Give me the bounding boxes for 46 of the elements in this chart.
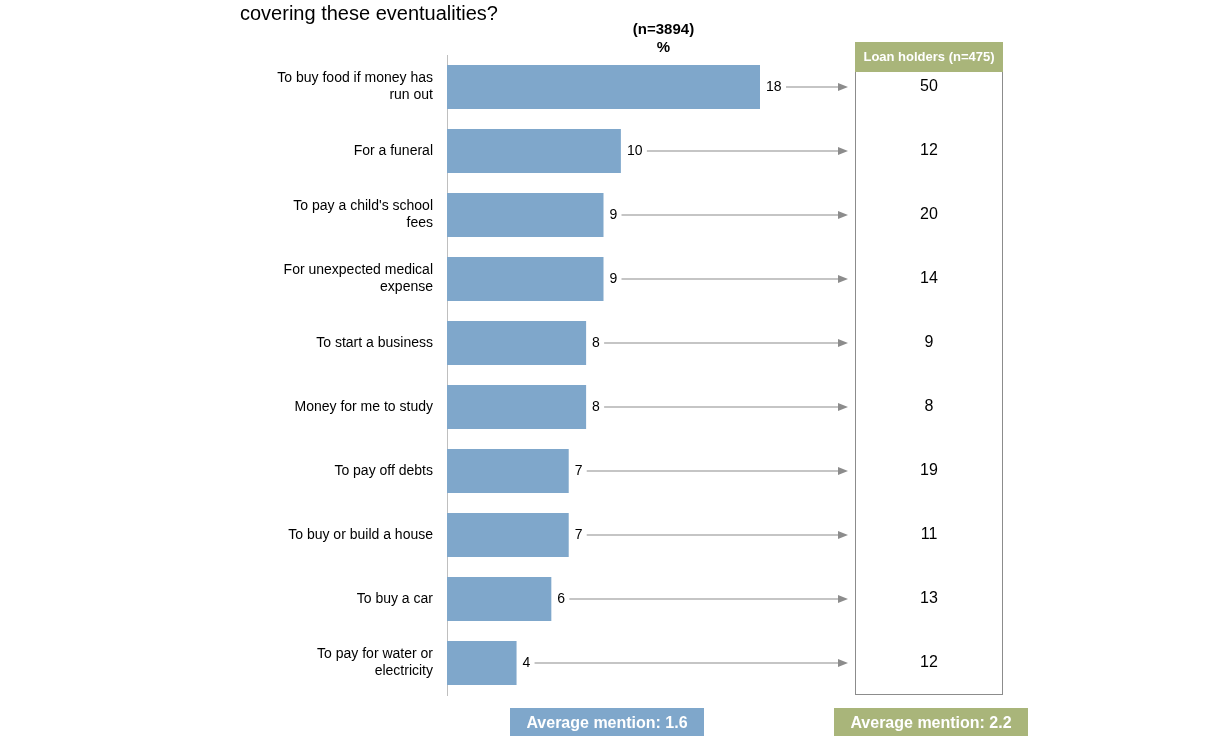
text: 12 — [919, 653, 939, 671]
bar — [447, 448, 569, 494]
bar — [447, 576, 552, 622]
data-label: 7 — [574, 461, 583, 478]
text: 14 — [919, 269, 939, 287]
data-label: 8 — [592, 333, 601, 350]
text: 50 — [919, 77, 939, 95]
data-label: 6 — [557, 589, 566, 606]
text: 12 — [919, 141, 939, 159]
y-tick-label: To buy a car — [356, 589, 434, 606]
bar — [447, 320, 587, 366]
y-tick-label: For a funeral — [353, 141, 433, 158]
data-label: 18 — [766, 77, 782, 94]
data-label: 9 — [609, 205, 618, 222]
text: Average mention: 2.2 — [834, 708, 1028, 736]
chart-title: covering these eventualities? — [240, 2, 498, 25]
y-tick-label: To start a business — [316, 333, 433, 350]
text: 20 — [919, 205, 939, 223]
y-tick-label: To pay a child's school fees — [293, 197, 433, 231]
text: 11 — [919, 525, 939, 543]
bar — [447, 512, 569, 558]
y-tick-label: To pay off debts — [334, 461, 433, 478]
text: 19 — [919, 461, 939, 479]
data-label: 7 — [574, 525, 583, 542]
bar — [447, 640, 517, 686]
text: Average mention: 1.6 — [510, 708, 704, 736]
y-tick-label: To buy or build a house — [288, 525, 434, 542]
data-label: 9 — [609, 269, 618, 286]
annotation: % — [655, 38, 672, 55]
y-tick-label: For unexpected medical expense — [283, 261, 434, 295]
text: 13 — [919, 589, 939, 607]
bar — [447, 128, 621, 174]
bar — [447, 64, 760, 110]
data-label: 4 — [522, 653, 531, 670]
bar — [447, 256, 604, 302]
data-label: 10 — [626, 141, 643, 158]
y-tick-label: To pay for water or electricity — [317, 645, 434, 679]
data-label: 8 — [592, 397, 601, 414]
y-tick-label: Money for me to study — [294, 397, 433, 414]
y-tick-label: To buy food if money has run out — [277, 69, 434, 103]
text: Loan holders (n=475) — [855, 42, 1003, 72]
bar — [447, 384, 587, 430]
text: 8 — [923, 397, 935, 415]
bar — [447, 192, 604, 238]
text: 9 — [923, 333, 935, 351]
text: (n=3894) — [631, 20, 696, 37]
